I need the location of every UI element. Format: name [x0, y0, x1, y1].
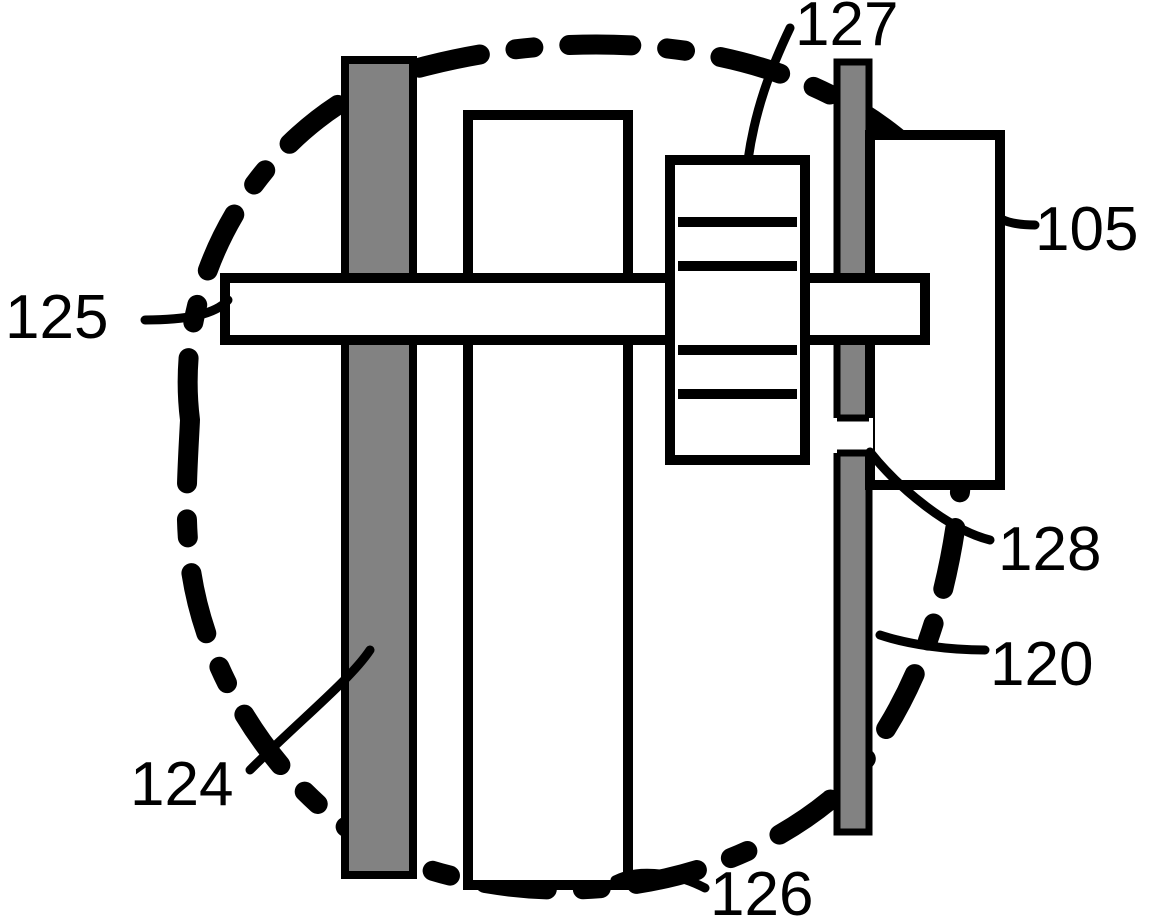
label-120: 120: [990, 630, 1093, 699]
label-127: 127: [795, 0, 898, 59]
label-124: 124: [130, 750, 233, 819]
technical-diagram: 127 105 125 128 120 124 126: [0, 0, 1164, 918]
block-127: [670, 160, 805, 460]
label-126: 126: [710, 860, 813, 918]
notch-128: [833, 418, 873, 453]
label-128: 128: [998, 515, 1101, 584]
shaft-125: [225, 278, 925, 340]
label-105: 105: [1035, 195, 1138, 264]
rect-126: [468, 115, 628, 885]
bar-124: [345, 60, 413, 875]
label-125: 125: [5, 283, 108, 352]
